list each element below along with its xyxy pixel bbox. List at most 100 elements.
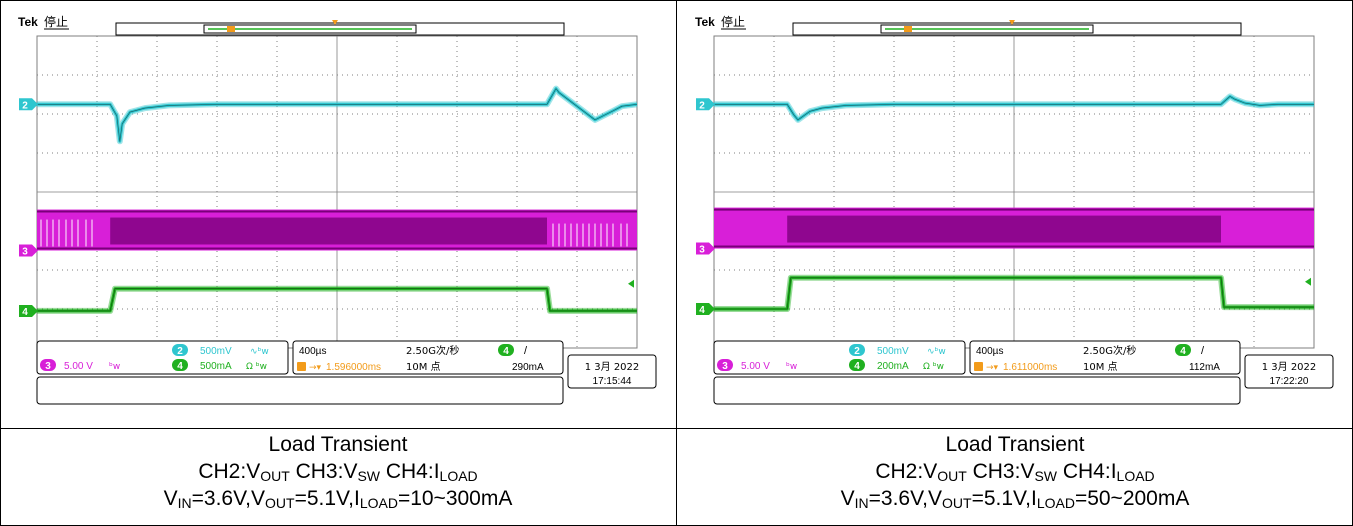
status-label: 停止 bbox=[44, 14, 68, 29]
caption-ch3: CH3:VSW bbox=[966, 460, 1058, 484]
ch4-scale: 500mA bbox=[200, 361, 232, 372]
caption-title: Load Transient bbox=[268, 433, 408, 456]
ch3-level-marker: 3 bbox=[19, 244, 38, 258]
ch3-trace bbox=[37, 209, 637, 251]
sample-rate: 2.50G次/秒 bbox=[406, 344, 459, 357]
row-divider bbox=[0, 428, 1353, 429]
ch2-level-marker-label: 2 bbox=[699, 100, 705, 111]
datetime-box bbox=[567, 354, 657, 389]
channel-readout-box bbox=[36, 340, 289, 375]
ch2-trace-core bbox=[714, 96, 1314, 121]
trigger-channel-badge-shape bbox=[1175, 344, 1191, 356]
ch4-trace-core bbox=[37, 288, 637, 312]
record-center-marker bbox=[332, 20, 338, 25]
ch4-level-marker: 4 bbox=[696, 303, 715, 316]
ch3-coupling: ᵇw bbox=[109, 362, 120, 372]
message-box bbox=[36, 376, 564, 405]
brand-label: Tek bbox=[18, 15, 38, 29]
record-trigger-marker bbox=[227, 26, 235, 32]
trigger-delay-arrow: →▾ bbox=[309, 363, 322, 373]
ch2-scale: 500mV bbox=[877, 346, 909, 357]
ch4-trace bbox=[714, 274, 1314, 312]
ch4-readout-badge: 4 bbox=[849, 359, 865, 372]
ch3-dense-region bbox=[110, 217, 547, 245]
trigger-channel-badge-label: 4 bbox=[1180, 346, 1186, 357]
caption-ch3: CH3:VSW bbox=[289, 460, 381, 484]
brand-label: Tek bbox=[695, 15, 715, 29]
trigger-slope: / bbox=[1201, 345, 1205, 357]
trigger-delay-icon bbox=[297, 362, 306, 371]
trigger-delay: 1.611000ms bbox=[1003, 362, 1057, 373]
ch4-level-marker-shape bbox=[696, 303, 715, 315]
record-trigger-marker bbox=[904, 26, 912, 32]
caption-conditions: VIN=3.6V,VOUT=5.1V,ILOAD=50~200mA bbox=[840, 487, 1190, 511]
ch3-readout-badge: 3 bbox=[717, 359, 733, 372]
caption-ch2: CH2:VOUT bbox=[198, 460, 290, 484]
caption-ch2: CH2:VOUT bbox=[875, 460, 967, 484]
ch2-readout-badge-shape bbox=[849, 344, 865, 356]
time: 17:15:44 bbox=[593, 376, 632, 387]
status-label: 停止 bbox=[721, 14, 745, 29]
ch3-coupling: ᵇw bbox=[786, 362, 797, 372]
ch4-coupling: Ω ᵇw bbox=[246, 362, 267, 372]
trigger-channel-badge: 4 bbox=[1175, 344, 1191, 357]
trigger-delay: 1.596000ms bbox=[326, 362, 381, 373]
trigger-channel-badge-shape bbox=[498, 344, 514, 356]
trigger-level-arrow bbox=[628, 279, 634, 288]
ch4-level-marker-shape bbox=[19, 304, 38, 317]
caption-ch4: CH4:ILOAD bbox=[380, 460, 478, 484]
ch3-pulse-lines bbox=[40, 219, 628, 247]
channel-readout-box bbox=[713, 340, 966, 375]
ch4-readout-badge-label: 4 bbox=[854, 361, 860, 372]
timebase-readout-box bbox=[292, 340, 564, 375]
ch2-readout-badge: 2 bbox=[172, 344, 188, 357]
grid bbox=[37, 36, 637, 348]
ch4-readout-badge: 4 bbox=[172, 359, 188, 372]
ch3-trace bbox=[714, 207, 1314, 249]
ch4-coupling: Ω ᵇw bbox=[923, 362, 944, 372]
ch2-level-marker: 2 bbox=[19, 98, 38, 111]
datetime-box bbox=[1244, 354, 1334, 389]
ch4-trace-core bbox=[714, 277, 1314, 310]
ch2-scale: 500mV bbox=[200, 346, 232, 357]
caption-right: Load Transient CH2:VOUT CH3:VSW CH4:ILOA… bbox=[677, 429, 1353, 526]
ch2-readout-badge-shape bbox=[172, 344, 188, 356]
ch3-level-marker-label: 3 bbox=[22, 247, 28, 258]
ch4-readout-badge-shape bbox=[172, 359, 188, 371]
date: 1 3月 2022 bbox=[585, 361, 640, 373]
ch2-level-marker-label: 2 bbox=[22, 100, 28, 111]
trigger-delay-arrow: →▾ bbox=[986, 363, 999, 373]
readout-bar: 2 500mV ∿ᵇw 3 5.00 V ᵇw 4 200mA Ω ᵇw 400µs 2.50G次/… bbox=[713, 340, 1334, 405]
ch4-level-marker: 4 bbox=[19, 304, 38, 318]
ch4-trace bbox=[37, 285, 637, 314]
ch2-readout-badge: 2 bbox=[849, 344, 865, 357]
record-center-marker bbox=[1009, 20, 1015, 25]
ch3-readout-badge-label: 3 bbox=[722, 361, 728, 372]
ch2-level-marker-shape bbox=[19, 98, 38, 111]
trigger-slope: / bbox=[524, 345, 528, 357]
trigger-delay-icon bbox=[974, 362, 983, 371]
ch3-scale: 5.00 V bbox=[64, 361, 93, 372]
message-box bbox=[713, 376, 1241, 405]
caption-ch4: CH4:ILOAD bbox=[1057, 460, 1155, 484]
ch2-level-marker: 2 bbox=[696, 98, 715, 111]
timebase: 400µs bbox=[299, 346, 326, 357]
ch3-level-marker: 3 bbox=[696, 242, 715, 256]
sample-rate: 2.50G次/秒 bbox=[1083, 344, 1136, 357]
caption-title: Load Transient bbox=[945, 433, 1085, 456]
ch3-readout-badge-shape bbox=[717, 359, 733, 371]
ch3-scale: 5.00 V bbox=[741, 361, 770, 372]
ch2-trace bbox=[37, 85, 638, 145]
ch2-trace bbox=[714, 93, 1314, 123]
ch2-coupling: ∿ᵇw bbox=[927, 347, 946, 357]
ch3-readout-badge-label: 3 bbox=[45, 361, 51, 372]
ch3-readout-badge-shape bbox=[40, 359, 56, 371]
caption-conditions: VIN=3.6V,VOUT=5.1V,ILOAD=10~300mA bbox=[163, 487, 513, 511]
trigger-level: 112mA bbox=[1189, 362, 1220, 373]
timebase: 400µs bbox=[976, 346, 1003, 357]
ch2-trace-core bbox=[37, 88, 638, 142]
